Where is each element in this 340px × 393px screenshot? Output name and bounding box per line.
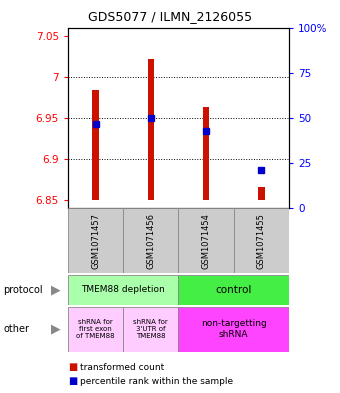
FancyBboxPatch shape [178, 307, 289, 352]
FancyBboxPatch shape [178, 208, 234, 273]
Text: GSM1071457: GSM1071457 [91, 213, 100, 269]
Bar [92, 90, 99, 200]
Text: transformed count: transformed count [80, 363, 164, 372]
Text: other: other [3, 324, 29, 334]
Text: GSM1071456: GSM1071456 [147, 213, 155, 269]
Text: ▶: ▶ [51, 323, 61, 336]
Bar [203, 107, 209, 200]
Text: non-targetting
shRNA: non-targetting shRNA [201, 320, 267, 339]
Text: TMEM88 depletion: TMEM88 depletion [81, 285, 165, 294]
Text: GDS5077 / ILMN_2126055: GDS5077 / ILMN_2126055 [88, 10, 252, 23]
Text: protocol: protocol [3, 285, 43, 295]
Text: ■: ■ [68, 376, 77, 386]
FancyBboxPatch shape [68, 307, 123, 352]
FancyBboxPatch shape [234, 208, 289, 273]
Bar [258, 187, 265, 200]
FancyBboxPatch shape [68, 275, 178, 305]
FancyBboxPatch shape [68, 208, 123, 273]
Text: GSM1071454: GSM1071454 [202, 213, 210, 269]
Text: shRNA for
3'UTR of
TMEM88: shRNA for 3'UTR of TMEM88 [134, 319, 168, 339]
Text: GSM1071455: GSM1071455 [257, 213, 266, 269]
Text: percentile rank within the sample: percentile rank within the sample [80, 377, 233, 386]
FancyBboxPatch shape [123, 208, 178, 273]
Text: shRNA for
first exon
of TMEM88: shRNA for first exon of TMEM88 [76, 319, 115, 339]
Text: ■: ■ [68, 362, 77, 373]
FancyBboxPatch shape [123, 307, 178, 352]
Text: ▶: ▶ [51, 283, 61, 296]
FancyBboxPatch shape [178, 275, 289, 305]
Bar [148, 59, 154, 200]
Text: control: control [216, 285, 252, 295]
